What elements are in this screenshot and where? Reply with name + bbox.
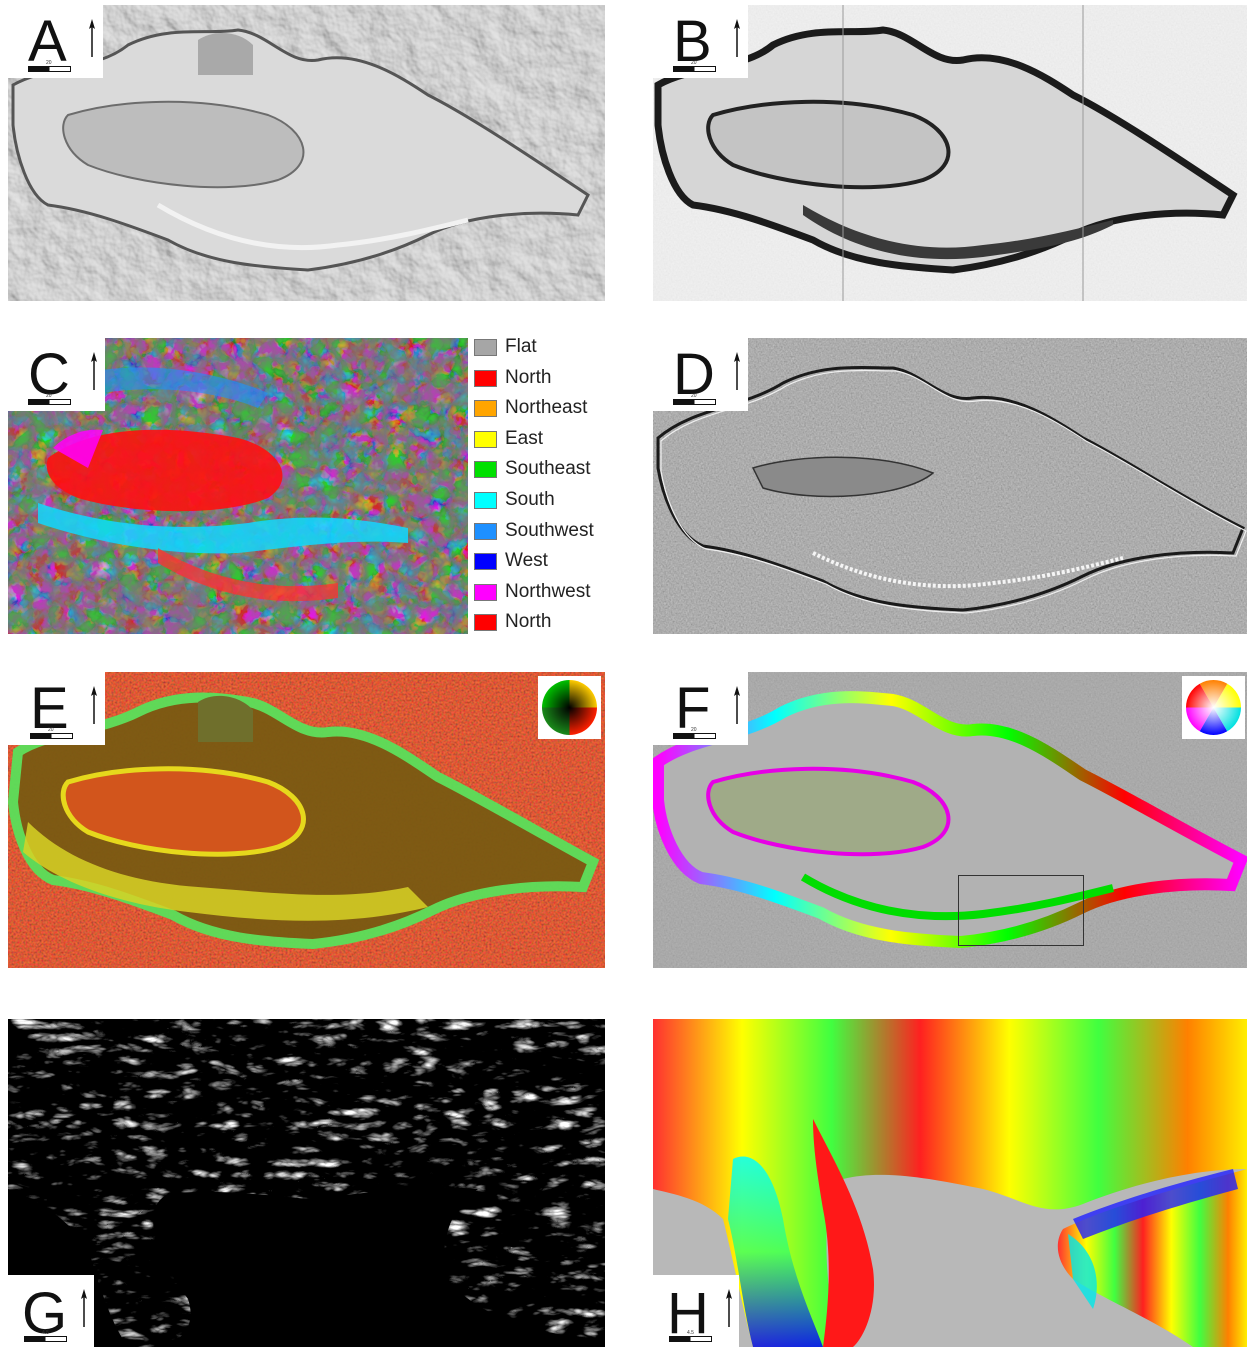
panel-letter: H bbox=[667, 1281, 709, 1346]
panel-letter: B bbox=[673, 9, 712, 74]
scale-bar-icon bbox=[673, 733, 716, 739]
north-arrow-icon bbox=[91, 686, 97, 724]
panel-label-box: E 20 bbox=[8, 672, 105, 745]
legend-swatch bbox=[474, 338, 497, 356]
hue-color-wheel-icon bbox=[1182, 676, 1245, 739]
scale-bar-icon bbox=[669, 1336, 712, 1342]
north-arrow-icon bbox=[734, 686, 740, 724]
legend-swatch bbox=[474, 430, 497, 448]
scale-bar-label: 20 bbox=[48, 727, 54, 733]
scale-bar-label: 20 bbox=[46, 60, 52, 66]
panel-letter: D bbox=[673, 342, 715, 407]
scale-bar-icon bbox=[30, 733, 73, 739]
panel-h: H 4.5 bbox=[653, 1019, 1247, 1347]
legend-swatch bbox=[474, 399, 497, 417]
scale-bar-label: 4.5 bbox=[687, 1330, 694, 1336]
legend-swatch bbox=[474, 522, 497, 540]
scale-bar-icon bbox=[28, 66, 71, 72]
red-green-color-wheel-icon bbox=[538, 676, 601, 739]
scale-bar-label: 20 bbox=[691, 727, 697, 733]
hillshade-image bbox=[8, 5, 605, 301]
panel-c: C 20 bbox=[8, 338, 468, 634]
legend-item-east: East bbox=[474, 428, 543, 450]
legend-label: Northeast bbox=[505, 397, 588, 418]
legend-label: Southwest bbox=[505, 520, 594, 541]
scale-bar-icon bbox=[673, 399, 716, 405]
scale-bar-icon bbox=[24, 1336, 67, 1342]
legend-label: North bbox=[505, 611, 552, 632]
hue-composite-image bbox=[653, 672, 1247, 968]
panel-a: A 20 bbox=[8, 5, 605, 301]
legend-label: North bbox=[505, 367, 552, 388]
north-arrow-icon bbox=[726, 1289, 732, 1327]
panel-letter: F bbox=[675, 676, 711, 741]
legend-item-west: West bbox=[474, 550, 548, 572]
edge-filtered-image bbox=[653, 5, 1247, 301]
scale-bar-icon bbox=[673, 66, 716, 72]
scale-bar-icon bbox=[28, 399, 71, 405]
legend-item-north-2: North bbox=[474, 611, 551, 633]
legend-label: South bbox=[505, 489, 555, 510]
legend-item-northwest: Northwest bbox=[474, 581, 591, 603]
legend-swatch bbox=[474, 613, 497, 631]
inset-extent-box bbox=[958, 875, 1084, 946]
legend-swatch bbox=[474, 369, 497, 387]
ridge-detection-image bbox=[8, 1019, 605, 1347]
legend-swatch bbox=[474, 460, 497, 478]
legend-item-south: South bbox=[474, 489, 555, 511]
scale-bar-label: 20 bbox=[691, 60, 697, 66]
legend-label: East bbox=[505, 428, 544, 449]
panel-label-box: G 4.5 bbox=[8, 1275, 94, 1347]
panel-label-box: F 20 bbox=[653, 672, 748, 745]
aspect-legend: Flat North Northeast East Southeast Sout… bbox=[474, 336, 634, 636]
panel-g: G 4.5 bbox=[8, 1019, 605, 1347]
north-arrow-icon bbox=[734, 352, 740, 390]
zoomed-hue-composite-image bbox=[653, 1019, 1247, 1347]
scale-bar-label: 4.5 bbox=[42, 1330, 49, 1336]
legend-label: Southeast bbox=[505, 458, 591, 479]
north-arrow-icon bbox=[81, 1289, 87, 1327]
panel-label-box: H 4.5 bbox=[653, 1275, 739, 1347]
panel-label-box: D 20 bbox=[653, 338, 748, 411]
legend-label: West bbox=[505, 550, 548, 571]
legend-swatch bbox=[474, 491, 497, 509]
panel-e: E 20 bbox=[8, 672, 605, 968]
panel-letter: C bbox=[28, 342, 70, 407]
scale-bar-label: 20 bbox=[691, 393, 697, 399]
scale-bar-label: 20 bbox=[46, 393, 52, 399]
legend-item-flat: Flat bbox=[474, 336, 537, 358]
red-green-composite-image bbox=[8, 672, 605, 968]
north-arrow-icon bbox=[89, 19, 95, 57]
legend-item-southeast: Southeast bbox=[474, 458, 591, 480]
panel-f: F 20 bbox=[653, 672, 1247, 968]
panel-label-box: C 20 bbox=[8, 338, 105, 411]
panel-label-box: B 20 bbox=[653, 5, 748, 78]
panel-label-box: A 20 bbox=[8, 5, 103, 78]
panel-b: B 20 bbox=[653, 5, 1247, 301]
panel-d: D 20 bbox=[653, 338, 1247, 634]
panel-letter: E bbox=[30, 676, 69, 741]
panel-letter: A bbox=[28, 9, 67, 74]
legend-swatch bbox=[474, 583, 497, 601]
panel-letter: G bbox=[22, 1281, 68, 1346]
legend-label: Flat bbox=[505, 336, 537, 357]
legend-item-north: North bbox=[474, 367, 551, 389]
north-arrow-icon bbox=[91, 352, 97, 390]
legend-item-southwest: Southwest bbox=[474, 520, 594, 542]
curvature-image bbox=[653, 338, 1247, 634]
legend-swatch bbox=[474, 552, 497, 570]
legend-label: Northwest bbox=[505, 581, 591, 602]
north-arrow-icon bbox=[734, 19, 740, 57]
legend-item-northeast: Northeast bbox=[474, 397, 587, 419]
